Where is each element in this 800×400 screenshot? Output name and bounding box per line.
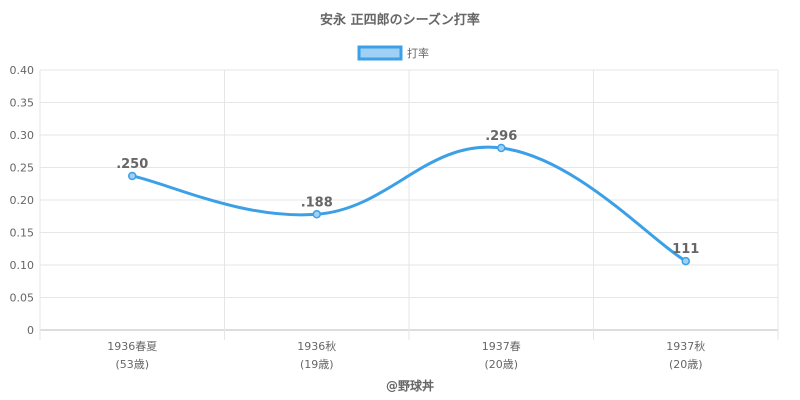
- series-line-group: [128, 143, 690, 266]
- grid: [39, 69, 779, 340]
- data-label: .296: [485, 129, 517, 144]
- data-point: [681, 256, 690, 266]
- data-labels: .250 .188 .296 111: [116, 129, 699, 257]
- y-tick-label: 0.35: [10, 97, 35, 110]
- legend[interactable]: 打率: [357, 45, 429, 61]
- y-tick-label: 0: [27, 324, 34, 337]
- x-tick-sublabel: (19歳): [300, 358, 334, 371]
- x-tick-label: 1937春: [482, 340, 521, 353]
- credit-text: @野球丼: [386, 378, 434, 393]
- axes: 0 0.05 0.10 0.15 0.20 0.25 0.30 0.35 0.40 1936春夏 (…: [10, 64, 706, 371]
- y-tick-label: 0.15: [10, 227, 35, 240]
- y-tick-label: 0.10: [10, 259, 35, 272]
- x-tick-label: 1936秋: [297, 339, 336, 353]
- x-tick-label: 1936春夏: [107, 340, 157, 353]
- legend-label: 打率: [407, 46, 429, 60]
- x-tick-sublabel: (53歳): [115, 358, 149, 371]
- data-label: 111: [672, 242, 699, 257]
- x-tick-label: 1937秋: [666, 339, 705, 353]
- data-point: [128, 171, 137, 181]
- data-label: .250: [116, 157, 148, 172]
- y-tick-label: 0.40: [10, 64, 35, 77]
- series-line: [131, 145, 687, 263]
- chart-title: 安永 正四郎のシーズン打率: [320, 12, 480, 28]
- data-point: [497, 143, 506, 153]
- x-tick-sublabel: (20歳): [484, 358, 518, 371]
- y-tick-label: 0.05: [10, 292, 35, 305]
- data-point: [312, 210, 321, 219]
- legend-swatch: [357, 45, 403, 61]
- y-tick-label: 0.30: [10, 129, 35, 142]
- y-tick-label: 0.25: [10, 162, 35, 175]
- data-label: .188: [301, 195, 333, 210]
- x-tick-sublabel: (20歳): [669, 358, 703, 371]
- y-tick-label: 0.20: [10, 194, 35, 207]
